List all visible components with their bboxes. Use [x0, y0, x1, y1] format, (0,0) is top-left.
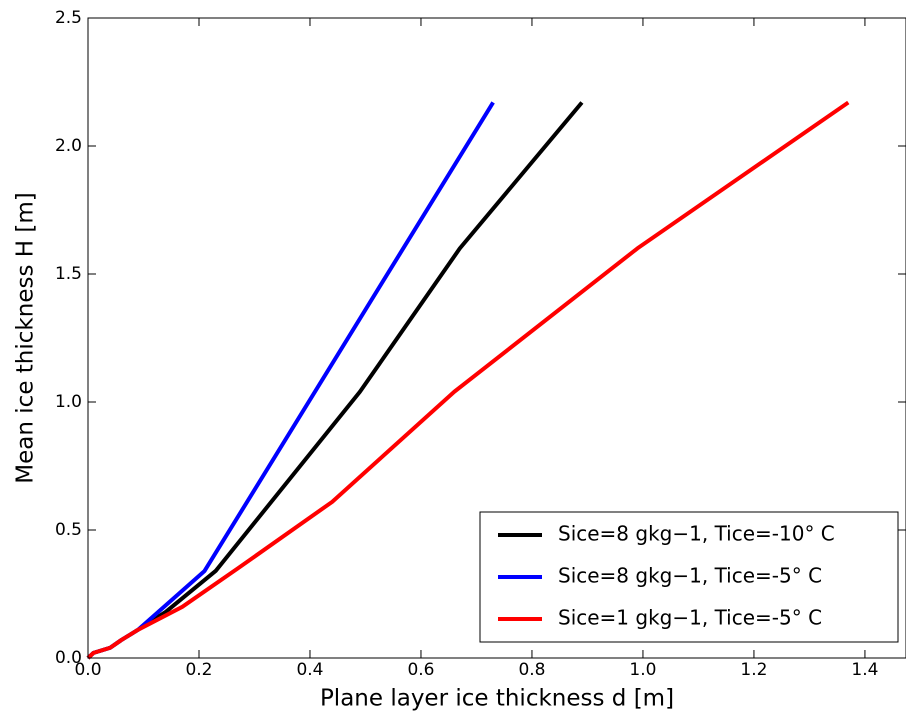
legend-box	[479, 511, 899, 643]
x-tick-label: 1.4	[851, 660, 878, 680]
legend-text: Sice=8 gkg−1, Tice=-10° C	[558, 522, 835, 546]
x-tick-label: 0.4	[296, 660, 323, 680]
x-tick-label: 1.2	[740, 660, 767, 680]
line	[86, 101, 495, 660]
x-tick-label: 0.0	[74, 660, 101, 680]
line	[86, 100, 850, 660]
x-tick-label: 0.6	[407, 660, 434, 680]
plot-frame	[87, 17, 906, 659]
y-tick-label: 0.0	[55, 648, 82, 668]
y-axis-label: Mean ice thickness H [m]	[13, 192, 39, 483]
legend-text: Sice=1 gkg−1, Tice=-5° C	[558, 606, 822, 630]
y-tick-label: 0.5	[55, 520, 82, 540]
y-tick-label: 1.5	[55, 264, 82, 284]
x-tick-label: 0.8	[518, 660, 545, 680]
x-tick-label: 0.2	[185, 660, 212, 680]
x-tick-label: 1.0	[629, 660, 656, 680]
x-axis-label: Plane layer ice thickness d [m]	[320, 686, 674, 712]
y-tick-label: 2.0	[55, 136, 82, 156]
legend-text: Sice=8 gkg−1, Tice=-5° C	[558, 564, 822, 588]
y-tick-label: 2.5	[55, 8, 82, 28]
y-tick-label: 1.0	[55, 392, 82, 412]
